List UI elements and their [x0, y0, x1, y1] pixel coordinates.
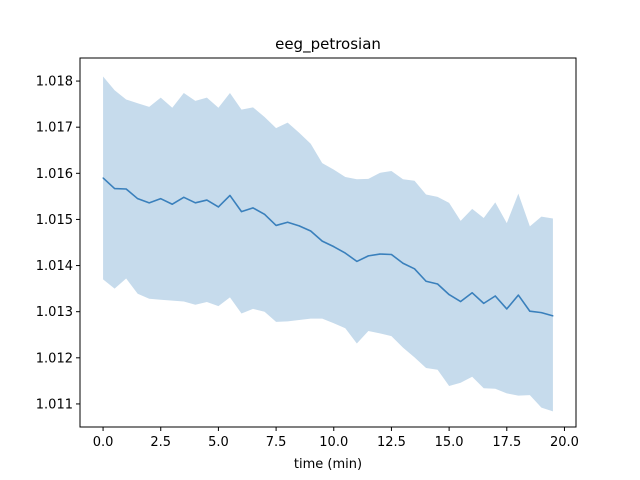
x-tick-label: 0.0 — [93, 435, 114, 450]
data-point — [506, 308, 508, 310]
data-point — [148, 202, 150, 204]
x-tick-label: 10.0 — [319, 435, 348, 450]
data-point — [229, 194, 231, 197]
data-point — [125, 188, 127, 190]
data-point — [367, 255, 369, 257]
data-point — [298, 225, 300, 227]
data-point — [275, 224, 277, 227]
x-tick-label: 15.0 — [435, 435, 464, 450]
data-point — [413, 268, 416, 270]
data-point — [171, 203, 173, 205]
y-tick-label: 1.014 — [36, 259, 73, 274]
x-tick-label: 2.5 — [150, 435, 171, 450]
data-point — [240, 211, 243, 213]
data-point — [310, 230, 312, 232]
data-point — [483, 302, 485, 304]
data-point — [460, 300, 462, 303]
x-axis-label: time (min) — [294, 457, 362, 472]
data-point — [436, 283, 439, 285]
data-point — [287, 221, 289, 223]
data-point — [102, 177, 104, 179]
x-tick-label: 20.0 — [550, 435, 579, 450]
data-point — [194, 202, 196, 204]
data-point — [252, 207, 254, 209]
y-tick-label: 1.012 — [36, 351, 73, 366]
data-point — [517, 294, 519, 296]
data-point — [356, 260, 358, 263]
x-tick-label: 17.5 — [492, 435, 521, 450]
data-point — [529, 310, 531, 312]
y-tick-label: 1.015 — [36, 213, 73, 228]
axes: 0.0 2.5 5.0 7.5 10.0 12.5 15.0 17.5 20.0 1.011 1.0… — [36, 75, 579, 450]
data-point — [379, 253, 381, 255]
y-tick-label: 1.016 — [36, 167, 73, 182]
chart-title: eeg_petrosian — [275, 35, 381, 54]
y-tick-label: 1.011 — [36, 397, 73, 412]
data-point — [183, 196, 185, 198]
data-point — [137, 198, 139, 200]
x-tick-label: 5.0 — [208, 435, 229, 450]
data-point — [217, 206, 220, 208]
data-point — [390, 253, 393, 256]
x-tick-label: 12.5 — [377, 435, 406, 450]
y-tick-label: 1.013 — [36, 305, 73, 320]
data-point — [471, 292, 473, 294]
data-point — [160, 198, 162, 200]
data-point — [494, 295, 496, 297]
y-tick-label: 1.017 — [36, 121, 73, 136]
data-point — [425, 280, 427, 282]
data-point — [263, 213, 266, 215]
plot-area — [102, 76, 554, 412]
plot-frame — [79, 57, 577, 428]
data-point — [114, 187, 116, 190]
data-point — [448, 294, 450, 296]
data-point — [206, 199, 208, 201]
data-point — [552, 315, 554, 317]
mean-line — [102, 177, 554, 317]
x-tick-label: 7.5 — [266, 435, 287, 450]
data-point — [344, 252, 346, 254]
data-point — [321, 240, 323, 242]
data-point — [333, 246, 335, 248]
data-point — [540, 312, 543, 314]
y-tick-label: 1.018 — [36, 75, 73, 90]
data-point — [402, 262, 404, 264]
